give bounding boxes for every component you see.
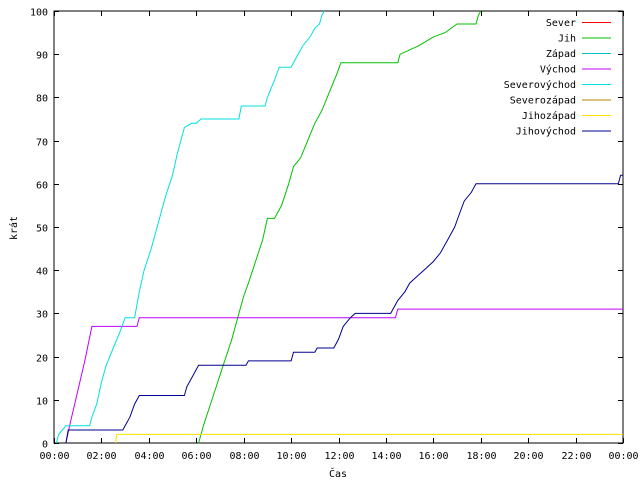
legend: Sever Jih Západ Východ Severovýchod Severozáp…	[504, 18, 611, 138]
series-line-4	[55, 10, 325, 444]
legend-label: Jihovýchod	[516, 126, 576, 138]
series-line-1	[198, 10, 482, 444]
legend-label: Východ	[540, 64, 576, 76]
plot-frame	[53, 10, 624, 444]
x-tick-label: 02:00	[86, 451, 116, 462]
legend-label: Sever	[546, 18, 576, 29]
legend-label: Západ	[546, 48, 576, 60]
x-tick-label: 10:00	[276, 451, 306, 462]
y-tick-label: 60	[36, 181, 48, 192]
x-axis: 00:00 02:00 04:00 06:00 08:00 10:00 12:00 14:00…	[39, 11, 639, 462]
y-tick-label: 10	[36, 397, 48, 408]
x-tick-label: 12:00	[324, 451, 354, 462]
x-tick-label: 14:00	[371, 451, 401, 462]
series-line-3	[65, 308, 623, 444]
legend-label: Severozápad	[510, 95, 576, 107]
x-tick-label: 16:00	[418, 451, 448, 462]
plot-area	[53, 10, 624, 444]
legend-label: Severovýchod	[504, 79, 576, 91]
x-tick-label: 20:00	[513, 451, 543, 462]
x-tick-label: 22:00	[561, 451, 591, 462]
y-axis-label: krát	[8, 216, 20, 240]
x-tick-label: 06:00	[181, 451, 211, 462]
legend-label: Jih	[558, 34, 576, 45]
y-axis: 0 10 20 30 40 50 60 70 80 90 100	[30, 8, 623, 451]
y-tick-label: 30	[36, 310, 48, 321]
y-tick-label: 70	[36, 138, 48, 149]
series-line-6	[115, 433, 623, 444]
y-tick-label: 40	[36, 267, 48, 278]
legend-label: Jihozápad	[522, 110, 576, 122]
y-tick-label: 0	[42, 440, 48, 451]
y-tick-label: 90	[36, 51, 48, 62]
x-tick-label: 18:00	[466, 451, 496, 462]
x-tick-label: 00:00	[39, 451, 69, 462]
y-tick-label: 20	[36, 354, 48, 365]
x-tick-label: 00:00	[608, 451, 638, 462]
series-line-7	[65, 174, 623, 444]
y-tick-label: 50	[36, 224, 48, 235]
y-tick-label: 80	[36, 94, 48, 105]
x-axis-label: Čas	[329, 467, 347, 480]
y-tick-label: 100	[30, 8, 48, 19]
x-tick-label: 04:00	[134, 451, 164, 462]
x-tick-label: 08:00	[229, 451, 259, 462]
series-layer	[55, 10, 623, 444]
